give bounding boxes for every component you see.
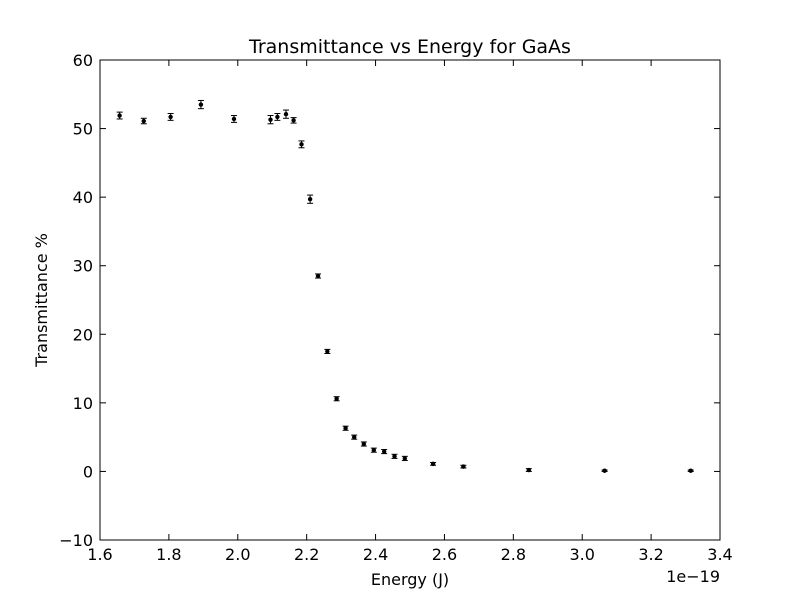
data-point	[274, 112, 281, 121]
y-tick-label: 60	[73, 51, 93, 70]
x-axis-label: Energy (J)	[371, 570, 449, 589]
data-point	[197, 99, 204, 110]
data-point	[116, 111, 123, 120]
point-marker	[325, 349, 330, 354]
plot-area	[116, 99, 694, 473]
data-point	[687, 468, 694, 473]
y-tick-label: 0	[83, 462, 93, 481]
x-axis-offset-label: 1e−19	[666, 567, 720, 586]
data-point	[391, 453, 398, 459]
data-point	[430, 461, 437, 467]
x-tick-label: 2.6	[432, 545, 457, 564]
axes-frame	[99, 59, 721, 541]
data-point	[307, 194, 314, 204]
y-axis: −10 0 10 20 30 40 50 60	[59, 51, 720, 550]
point-marker	[352, 434, 357, 440]
point-marker	[141, 118, 146, 124]
point-marker	[688, 468, 693, 473]
data-point	[360, 441, 367, 447]
data-point	[401, 455, 408, 461]
x-tick-label: 3.0	[569, 545, 594, 564]
point-marker	[402, 456, 408, 461]
data-point	[381, 448, 388, 455]
data-point	[370, 447, 377, 453]
point-marker	[526, 467, 532, 473]
point-marker	[461, 464, 466, 469]
data-point	[315, 273, 322, 279]
data-point	[283, 109, 289, 119]
chart-title: Transmittance vs Energy for GaAs	[248, 36, 571, 58]
x-tick-label: 2.4	[363, 545, 388, 564]
data-point	[342, 425, 349, 431]
point-marker	[334, 396, 339, 401]
y-tick-label: 40	[73, 188, 93, 207]
data-point	[351, 434, 358, 440]
point-marker	[291, 118, 296, 123]
point-marker	[299, 142, 304, 147]
x-tick-label: 2.8	[501, 545, 526, 564]
point-marker	[283, 111, 289, 117]
data-point	[167, 112, 174, 121]
data-point	[267, 115, 274, 125]
x-tick-label: 3.2	[638, 545, 663, 564]
data-point	[140, 117, 147, 125]
point-marker	[430, 461, 436, 467]
x-tick-label: 1.6	[87, 545, 112, 564]
point-marker	[307, 197, 313, 202]
y-axis-label: Transmittance %	[32, 233, 51, 368]
data-point	[333, 396, 340, 402]
y-tick-label: 50	[73, 120, 93, 139]
point-marker	[168, 114, 173, 120]
point-marker	[392, 454, 397, 459]
point-marker	[343, 426, 348, 431]
point-marker	[361, 441, 367, 447]
x-tick-label: 3.4	[707, 545, 732, 564]
point-marker	[275, 114, 280, 120]
point-marker	[198, 102, 204, 107]
x-tick-label: 2.0	[225, 545, 250, 564]
x-tick-label: 2.2	[294, 545, 319, 564]
point-marker	[268, 117, 273, 122]
x-tick-label: 1.8	[156, 545, 181, 564]
point-marker	[315, 273, 321, 279]
point-marker	[381, 449, 387, 454]
point-marker	[117, 113, 122, 118]
data-point	[298, 140, 305, 149]
data-point	[230, 115, 237, 123]
data-point	[324, 348, 331, 354]
x-axis: 1.6 1.8 2.0 2.2 2.4 2.6 2.8 3.0 3.2 3.4	[87, 60, 733, 564]
data-point	[601, 468, 608, 473]
data-point	[290, 117, 297, 124]
y-tick-label: 10	[73, 394, 93, 413]
y-tick-label: 20	[73, 325, 93, 344]
y-tick-label: 30	[73, 257, 93, 276]
point-marker	[231, 116, 237, 122]
data-point	[460, 464, 467, 469]
data-point	[525, 467, 532, 473]
point-marker	[602, 468, 607, 473]
point-marker	[371, 447, 377, 453]
y-tick-label: −10	[59, 531, 93, 550]
